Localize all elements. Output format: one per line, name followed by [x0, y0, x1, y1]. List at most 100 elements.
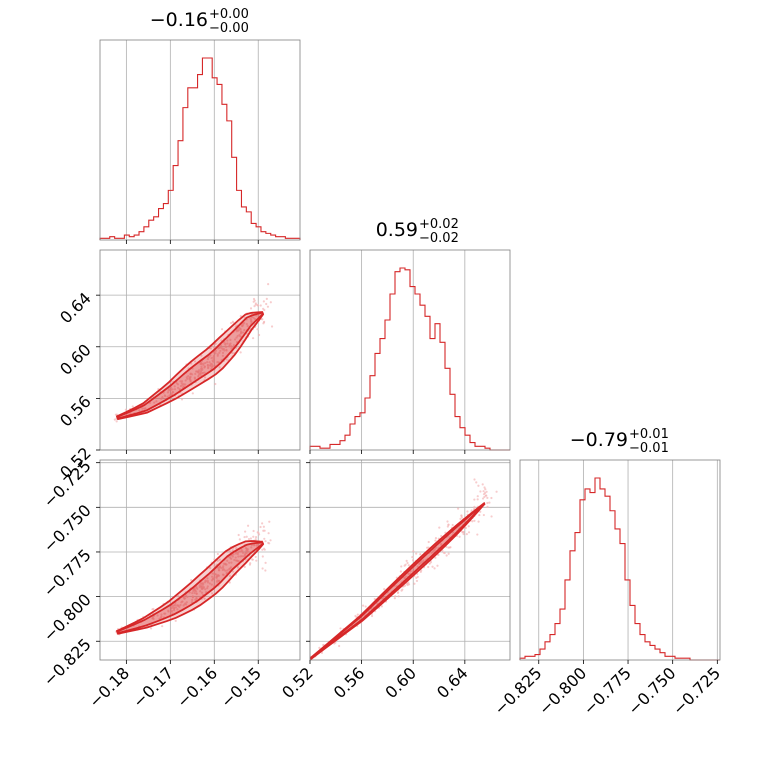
pair-panel-1-3-point-268: [246, 548, 249, 551]
pair-panel-1-3-xtick-label-2: −0.16: [173, 663, 221, 711]
panel-title-minus-3: −0.01: [629, 441, 669, 456]
pair-panel-1-3-point-13: [241, 551, 245, 555]
pair-panel-2-3-point-265: [432, 549, 435, 552]
pair-panel-1-3-point-331: [262, 525, 265, 528]
pair-panel-2-3-point-134: [364, 605, 367, 608]
pair-panel-1-2-point-62: [243, 328, 246, 332]
pair-panel-1-2-point-95: [161, 396, 164, 399]
pair-panel-2-3-point-268: [438, 526, 441, 529]
pair-panel-2-3-point-51: [320, 651, 324, 654]
pair-panel-1-2-point-247: [245, 323, 248, 326]
pair-panel-2-3: 0.52 0.56 0.60 0.64: [278, 459, 511, 702]
pair-panel-1-2-point-338: [216, 360, 219, 364]
pair-panel-1-2-point-304: [206, 364, 209, 367]
pair-panel-1-3-point-308: [228, 561, 231, 564]
pair-panel-1-3-point-227: [204, 579, 207, 582]
pair-panel-1-3-point-324: [193, 591, 196, 595]
pair-panel-1-3-point-147: [254, 536, 258, 539]
pair-panel-1-2-point-184: [176, 386, 180, 389]
pair-panel-1-3-point-281: [231, 549, 234, 552]
pair-panel-2-3-point-175: [419, 553, 422, 556]
pair-panel-2-3-point-101: [404, 575, 407, 578]
pair-panel-1-2-point-262: [256, 303, 259, 307]
pair-panel-1-2-point-309: [225, 349, 228, 352]
pair-panel-1-3-point-328: [181, 600, 184, 603]
pair-panel-1-2-point-165: [170, 392, 173, 395]
pair-panel-2-3-point-203: [467, 531, 471, 534]
pair-panel-1-3-point-156: [182, 604, 185, 607]
histogram-step-1: [99, 57, 301, 240]
histogram-step-3: [519, 477, 720, 661]
pair-panel-2-3-point-317: [481, 497, 485, 500]
pair-panel-2-3-xtick-label-3: 0.64: [433, 663, 472, 702]
hist-3-xtick-label-3: −0.750: [624, 663, 679, 718]
pair-panel-1-2-point-246: [241, 325, 244, 328]
pair-panel-1-3-point-46: [235, 547, 238, 550]
pair-panel-2-3-point-260: [416, 565, 419, 568]
pair-panel-1-2-point-257: [184, 383, 187, 386]
pair-panel-1-2-point-209: [191, 392, 194, 395]
pair-panel-2-3-point-335: [429, 561, 433, 564]
pair-panel-1-2-point-256: [269, 301, 272, 304]
pair-panel-1-3-point-262: [185, 601, 188, 604]
pair-panel-1-3-point-170: [179, 603, 182, 607]
pair-panel-2-3-xtick-label-1: 0.56: [330, 663, 369, 702]
pair-panel-1-2-point-204: [214, 349, 218, 352]
pair-panel-1-2-point-253: [131, 405, 134, 408]
pair-panel-1-3-point-127: [191, 595, 194, 598]
panel-title-plus-3: +0.01: [629, 427, 669, 442]
pair-panel-1-2-point-137: [138, 409, 141, 412]
pair-panel-1-3-point-143: [221, 573, 225, 576]
pair-panel-2-3-point-164: [426, 546, 429, 549]
pair-panel-2-3-grid: [309, 460, 510, 660]
pair-panel-2-3-point-78: [482, 513, 485, 517]
pair-panel-1-2-point-255: [200, 365, 203, 368]
pair-panel-1-2-point-312: [258, 333, 261, 337]
pair-panel-1-3-point-75: [191, 598, 194, 601]
pair-panel-2-3-point-245: [415, 576, 418, 579]
pair-panel-1-3-point-253: [263, 537, 266, 540]
pair-panel-1-2-point-284: [200, 367, 204, 370]
pair-panel-2-3-point-201: [407, 583, 411, 586]
pair-panel-1-2-point-303: [223, 349, 226, 352]
pair-panel-2-3-point-309: [460, 516, 463, 519]
pair-panel-1-2-point-119: [197, 370, 200, 374]
pair-panel-2-3-point-278: [473, 498, 476, 501]
pair-panel-1-2-point-273: [230, 347, 233, 350]
pair-panel-2-3-point-138: [411, 555, 414, 559]
pair-panel-1-3-point-114: [217, 574, 221, 577]
pair-panel-1-2-point-336: [211, 365, 214, 368]
pair-panel-1-3-point-231: [228, 550, 231, 553]
pair-panel-1-2-point-258: [171, 391, 175, 394]
pair-panel-2-3-point-100: [482, 490, 485, 493]
pair-panel-2-3-point-125: [446, 525, 449, 528]
pair-panel-2-3-point-85: [451, 523, 454, 527]
hist-2-grid: [309, 250, 466, 450]
histogram-panel-3: −0.825−0.800−0.775−0.750−0.725 −0.79 +0.01…: [490, 427, 724, 719]
pair-panel-1-2-point-280: [235, 336, 238, 339]
pair-panel-1-2-point-210: [262, 321, 266, 324]
pair-panel-1-2-point-316: [202, 362, 205, 365]
pair-panel-1-3-point-211: [185, 603, 188, 606]
pair-panel-1-2-point-109: [153, 401, 156, 404]
pair-panel-1-3-point-263: [210, 579, 214, 582]
pair-panel-1-3-point-68: [200, 591, 204, 594]
pair-panel-2-3-point-124: [479, 510, 482, 513]
pair-panel-2-3-point-15: [466, 510, 469, 513]
pair-panel-1-2-point-2: [219, 349, 222, 352]
pair-panel-1-2-marks: [113, 282, 274, 423]
pair-panel-1-3-point-131: [209, 566, 212, 570]
pair-panel-1-2-point-299: [252, 316, 255, 319]
pair-panel-2-3-point-146: [479, 490, 482, 493]
pair-panel-1-2-point-276: [250, 318, 253, 321]
pair-panel-1-3-point-291: [192, 588, 195, 591]
pair-panel-1-3-point-221: [261, 555, 264, 558]
pair-panel-1-2-point-25: [193, 360, 197, 363]
pair-panel-2-3-point-58: [485, 490, 488, 493]
pair-panel-2-3-point-202: [400, 589, 403, 592]
pair-panel-1-2-point-291: [265, 297, 268, 300]
pair-panel-1-3-point-312: [268, 542, 271, 545]
pair-panel-2-3-point-195: [440, 543, 443, 546]
pair-panel-1-3-point-310: [215, 576, 218, 579]
pair-panel-1-2-point-337: [230, 345, 233, 348]
